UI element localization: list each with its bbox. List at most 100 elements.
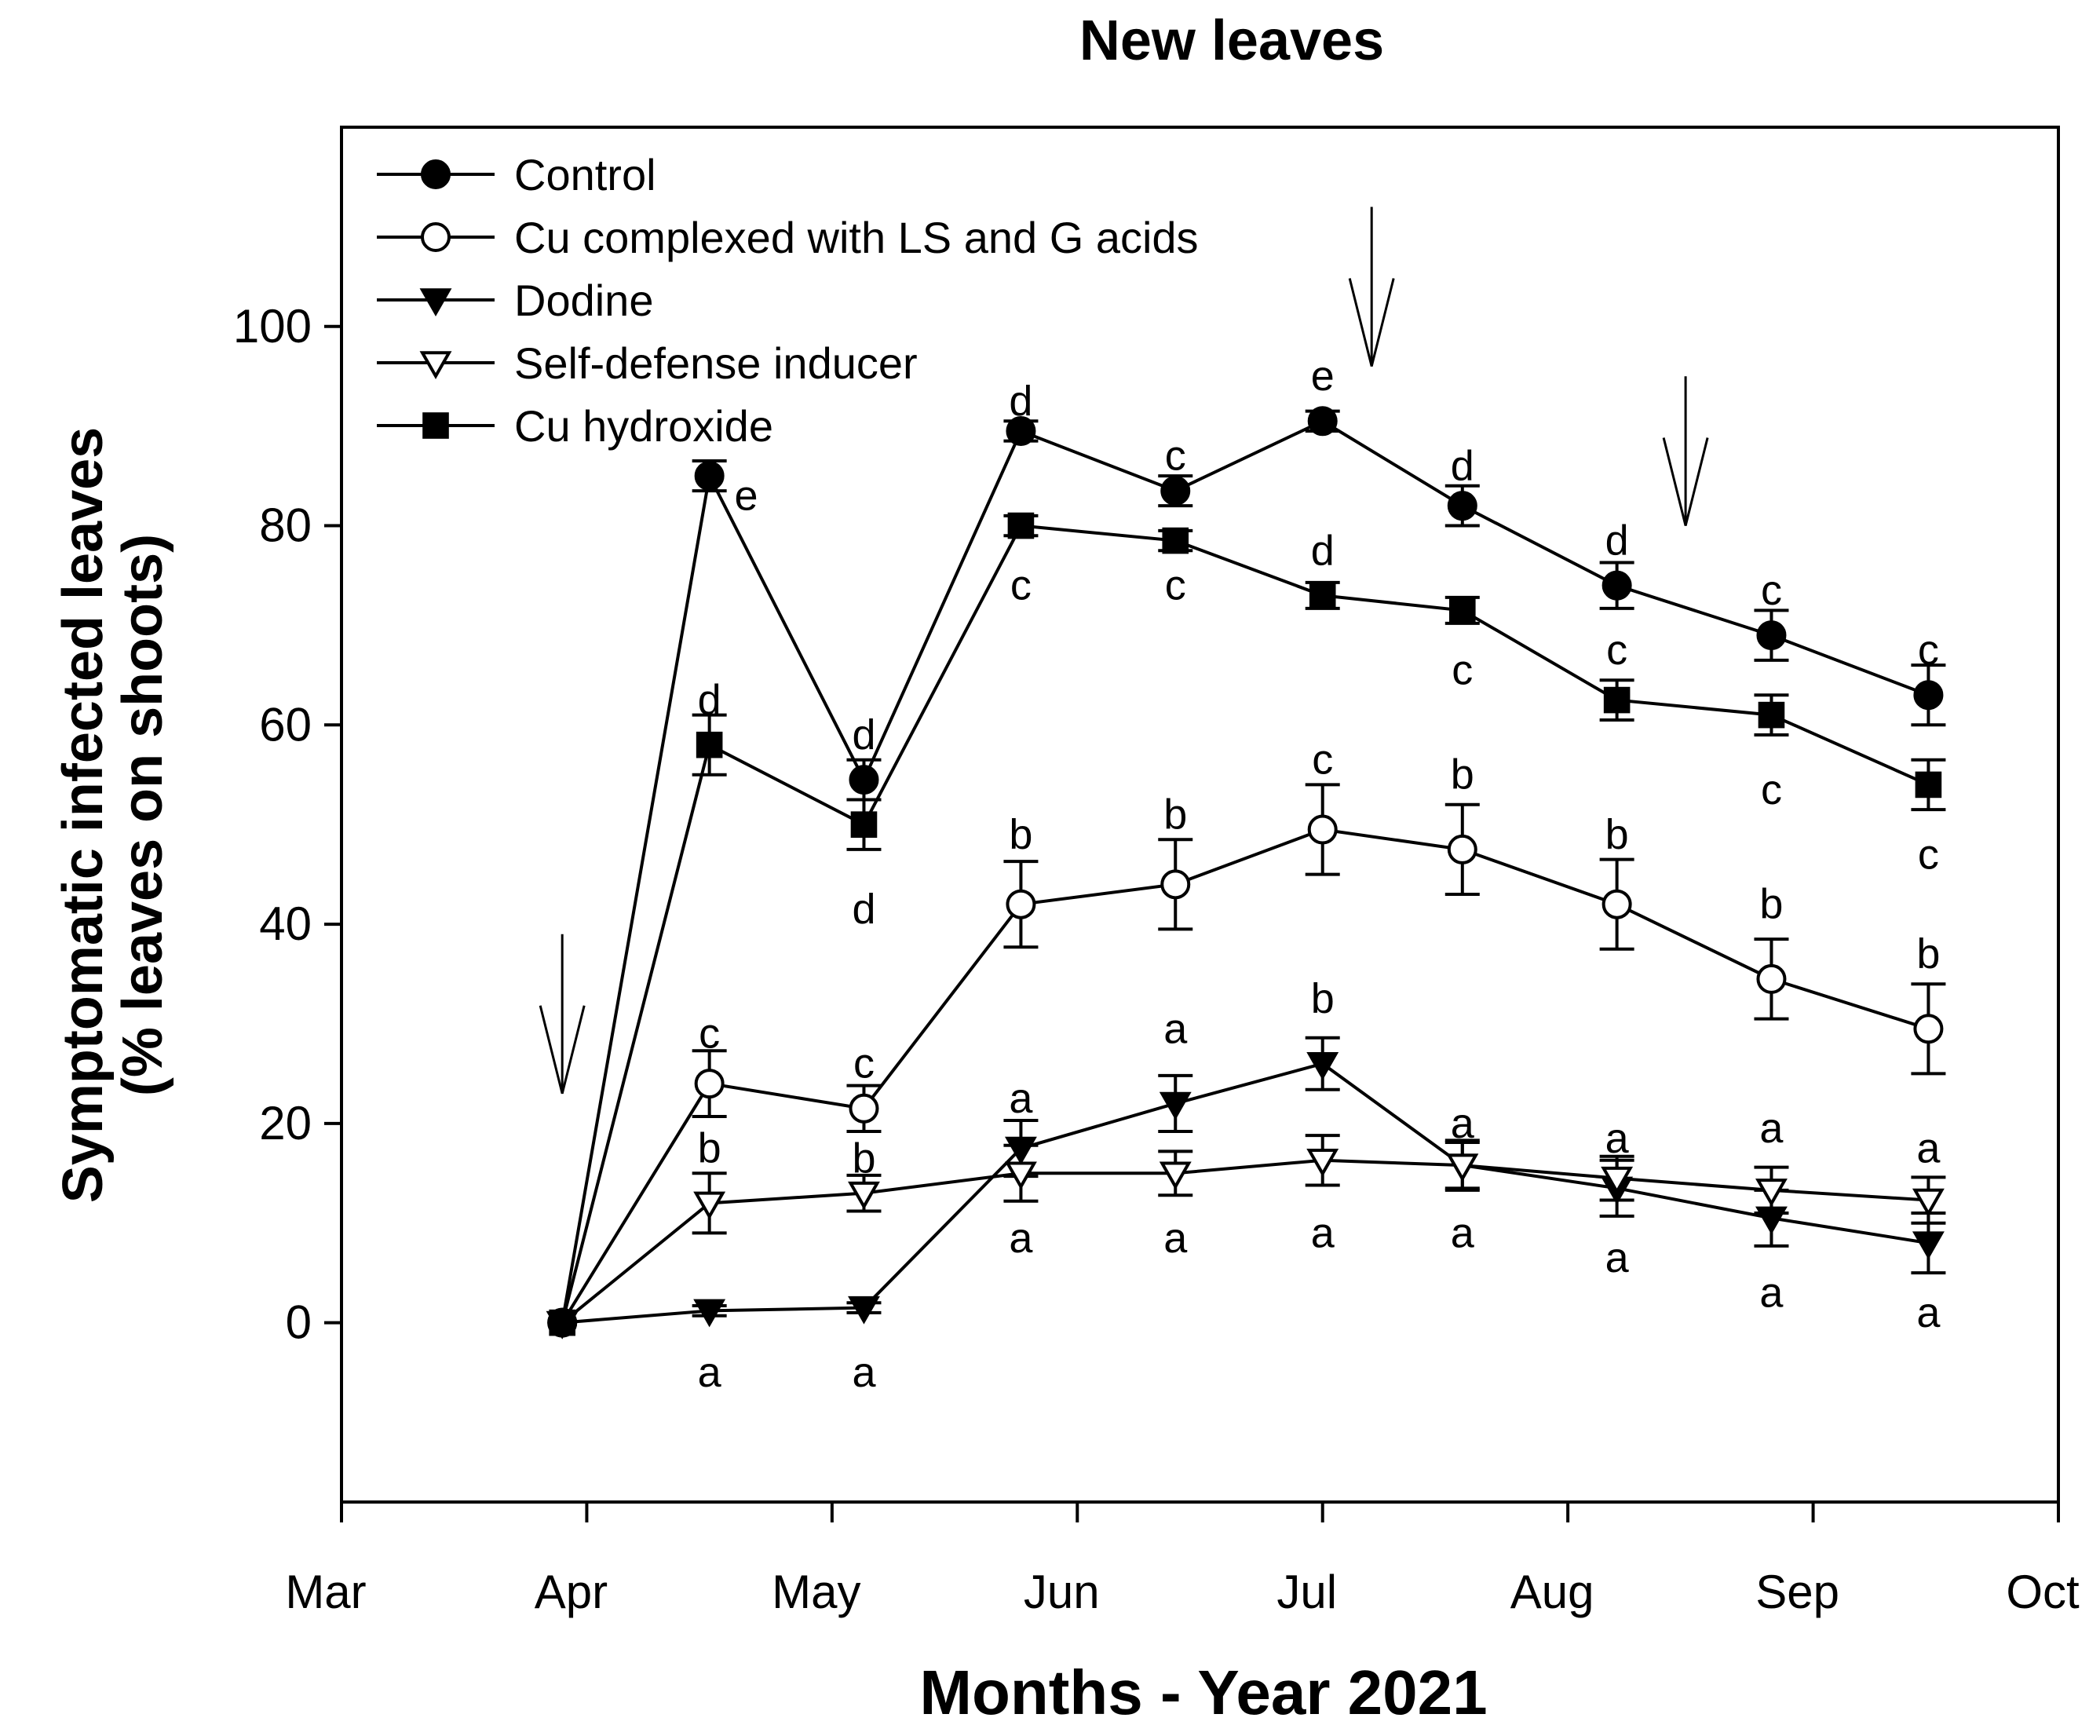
series-0-letter-5: d — [1451, 442, 1474, 489]
series-4-point-0 — [549, 1309, 575, 1336]
x-tick-label-2: May — [772, 1566, 860, 1618]
y-tick-label-4: 80 — [259, 499, 312, 552]
y-tick-label-3: 60 — [259, 698, 312, 751]
series-3-point-5 — [1306, 1149, 1339, 1177]
series-3-letter-7: a — [1759, 1270, 1784, 1317]
y-axis-title-line-2: (% leaves on shoots) — [111, 534, 174, 1096]
series-2-letter-5: a — [1451, 1100, 1475, 1147]
series-4-letter-2: c — [1010, 562, 1032, 609]
x-tick-label-6: Sep — [1755, 1566, 1839, 1618]
series-1-point-2 — [849, 1093, 879, 1124]
series-2-letter-2: a — [1009, 1075, 1033, 1122]
series-0-point-9 — [1913, 680, 1944, 711]
series-0-letter-2: d — [1009, 378, 1032, 425]
series-2-point-4 — [1159, 1091, 1192, 1120]
series-3-letter-1: b — [852, 1135, 875, 1182]
series-4-letter-1: d — [852, 886, 875, 933]
series-3-point-8 — [1755, 1179, 1788, 1207]
series-0-letter-4: e — [1311, 353, 1335, 400]
series-2-letter-8: a — [1916, 1125, 1941, 1172]
legend-0-label: Control — [514, 150, 656, 199]
series-0-letter-8: c — [1918, 627, 1939, 674]
series-1-letter-7: b — [1759, 881, 1783, 928]
legend: Control Cu complexed with LS and G acids D… — [377, 150, 1199, 451]
legend-4-marker — [422, 412, 449, 439]
legend-3-marker — [419, 351, 452, 380]
series-4-letter-5: c — [1452, 647, 1473, 694]
series-1-letter-8: b — [1916, 930, 1940, 978]
series-2-point-2 — [848, 1296, 880, 1325]
series-3-line — [561, 1158, 1929, 1325]
series-0-point-8 — [1756, 620, 1787, 651]
legend-2-label: Dodine — [514, 276, 653, 325]
series-1-letter-5: b — [1451, 751, 1474, 799]
series-1-point-4 — [1160, 869, 1191, 900]
legend-4-label: Cu hydroxide — [514, 401, 773, 451]
series-4-point-5 — [1309, 582, 1336, 609]
series-2-letter-6: a — [1605, 1115, 1630, 1162]
series-1-point-3 — [1006, 889, 1036, 919]
series-1-point-8 — [1756, 963, 1787, 994]
y-tick-label-5: 100 — [233, 300, 312, 353]
series-3-letter-0: b — [698, 1125, 721, 1172]
series-2-letter-4: b — [1311, 975, 1335, 1022]
series-3-letter-6: a — [1605, 1234, 1630, 1281]
series-1-letter-2: b — [1009, 811, 1032, 858]
series-1-letter-1: c — [853, 1040, 875, 1087]
series-4-point-2 — [850, 811, 878, 838]
series-1-letter-4: c — [1312, 736, 1333, 784]
legend-2-marker — [419, 288, 452, 317]
series-0-letter-1: d — [852, 711, 875, 758]
y-axis: 0 20 40 60 80 100 — [233, 300, 341, 1349]
legend-0-marker — [421, 159, 451, 189]
y-axis-title: Symptomatic infected leaves (% leaves on… — [52, 427, 174, 1203]
arrow-2-head — [1662, 437, 1709, 526]
series-1-point-6 — [1447, 834, 1477, 864]
treatment-arrows — [539, 206, 1709, 1095]
series-2-letter-0: a — [698, 1349, 722, 1396]
series-2-point-9 — [1912, 1231, 1945, 1260]
series-4-point-7 — [1603, 686, 1631, 714]
series-3-point-1 — [693, 1191, 726, 1220]
series-0-line — [561, 419, 1930, 1323]
series-1-point-7 — [1601, 889, 1632, 919]
series-3-point-3 — [1004, 1161, 1037, 1190]
series-3-letter-5: a — [1451, 1209, 1475, 1256]
series-4-letter-7: c — [1761, 766, 1782, 813]
legend-3-label: Self-defense inducer — [514, 338, 918, 388]
series-3-letter-2: a — [1009, 1215, 1033, 1262]
series-0-point-7 — [1601, 570, 1632, 601]
series-2-letter-7: a — [1759, 1105, 1784, 1152]
y-axis-title-line-1: Symptomatic infected leaves — [52, 427, 115, 1203]
series-2-line — [562, 1062, 1929, 1325]
series-0-point-2 — [849, 765, 879, 795]
series-4-point-8 — [1758, 701, 1785, 729]
series-0-letter-7: c — [1761, 567, 1782, 614]
series-0-letter-6: d — [1605, 517, 1629, 565]
series-1-line — [561, 828, 1930, 1324]
series-3-point-6 — [1446, 1153, 1479, 1182]
x-tick-label-7: Oct — [2006, 1566, 2080, 1618]
series-4-letter-0: d — [698, 677, 721, 724]
x-tick-label-0: Mar — [285, 1566, 366, 1618]
series-layer — [546, 406, 1946, 1339]
series-4-point-9 — [1915, 771, 1942, 799]
series-0-point-3 — [1006, 415, 1036, 446]
series-0-point-1 — [694, 461, 725, 492]
series-4-point-6 — [1448, 597, 1476, 624]
series-3-point-4 — [1159, 1161, 1192, 1190]
series-2-point-8 — [1755, 1206, 1788, 1235]
arrow-0-head — [539, 1005, 586, 1095]
arrow-1-head — [1348, 278, 1395, 367]
series-4-letter-6: c — [1606, 627, 1627, 674]
series-2-letter-1: a — [852, 1349, 876, 1396]
x-axis-title: Months - Year 2021 — [919, 1657, 1487, 1727]
y-tick-label-0: 0 — [286, 1296, 312, 1349]
y-tick-label-1: 20 — [259, 1097, 312, 1149]
chart-title: New leaves — [1079, 9, 1384, 72]
x-tick-label-3: Jun — [1024, 1566, 1100, 1618]
series-2-point-1 — [693, 1299, 726, 1328]
series-4-point-4 — [1162, 527, 1189, 554]
series-4-letter-3: c — [1165, 562, 1186, 609]
